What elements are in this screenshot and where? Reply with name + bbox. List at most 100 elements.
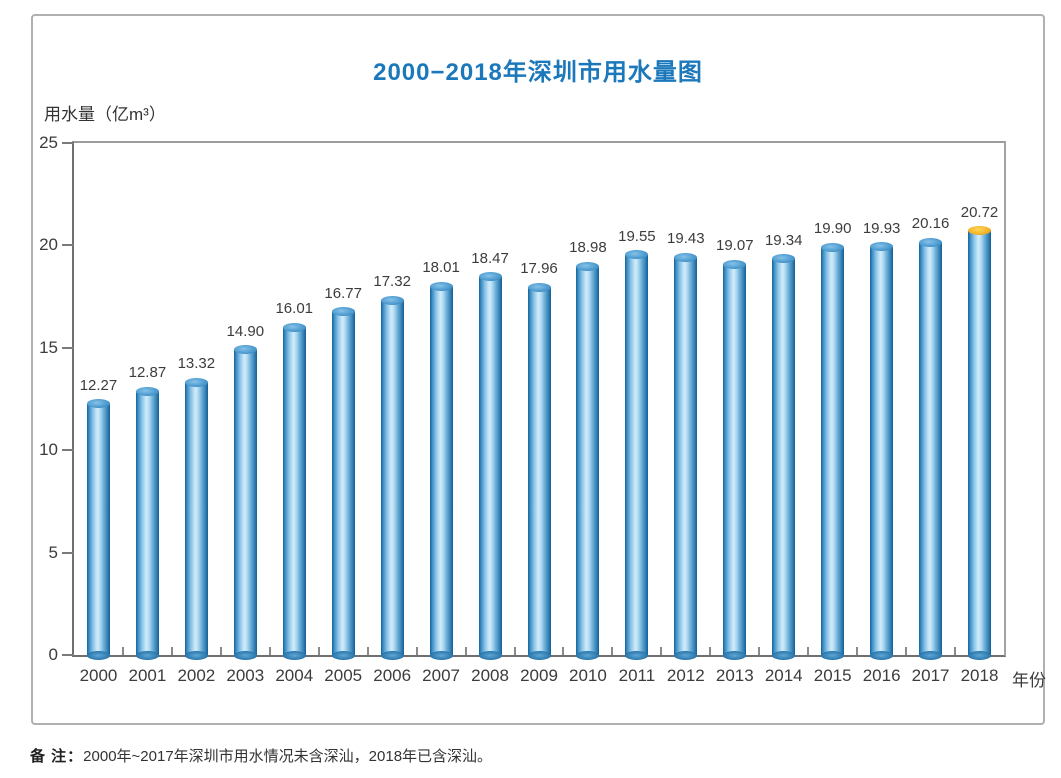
x-tick-label: 2000 — [79, 666, 118, 685]
y-axis-tick-label: 20 — [39, 235, 58, 255]
bar-bottom-cap — [233, 650, 257, 660]
bar-top-cap — [870, 242, 894, 252]
y-axis-tick — [62, 244, 74, 247]
bar-top-cap — [135, 386, 159, 396]
y-axis-tick — [62, 346, 74, 349]
x-tick-label: 2004 — [275, 666, 314, 685]
bar-value-label: 14.90 — [226, 322, 265, 340]
y-axis-tick — [62, 142, 74, 144]
y-axis-tick-label: 5 — [48, 542, 58, 562]
x-axis-tick — [170, 647, 173, 655]
bar-top-cap — [429, 281, 453, 291]
bar — [527, 287, 551, 655]
bar-value-label: 20.72 — [960, 203, 999, 221]
bar-bottom-cap — [772, 650, 796, 660]
bar-value-label: 19.07 — [716, 237, 754, 255]
bar-top-cap — [282, 322, 306, 332]
bar-bottom-cap — [184, 650, 208, 660]
bar — [282, 327, 306, 655]
x-axis-tick — [366, 647, 369, 655]
bar-bottom-cap — [625, 650, 649, 660]
x-axis-unit-label: 年份 — [1012, 671, 1046, 690]
bar-bottom-cap — [380, 650, 404, 660]
bar-value-label: 12.87 — [128, 364, 167, 382]
x-axis-tick — [758, 647, 761, 655]
bar-value-label: 16.01 — [275, 300, 314, 318]
bar-top-cap — [233, 345, 257, 355]
bar-bottom-cap — [282, 650, 306, 660]
x-tick-label: 2003 — [226, 666, 265, 685]
footnote-text: 2000年~2017年深圳市用水情况未含深汕，2018年已含深汕。 — [83, 748, 493, 765]
x-axis-tick — [611, 647, 614, 655]
bar-bottom-cap — [331, 650, 355, 660]
x-axis-tick — [807, 647, 810, 655]
x-tick-label: 2015 — [813, 666, 852, 685]
x-axis-tick — [709, 647, 712, 655]
bar-bottom-cap — [527, 650, 551, 660]
bar-top-cap — [331, 307, 355, 317]
bar — [919, 242, 943, 655]
bar — [380, 300, 404, 655]
x-tick-label: 2010 — [569, 666, 607, 685]
x-tick-label: 2011 — [618, 666, 656, 685]
bar-bottom-cap — [576, 650, 600, 660]
x-axis-tick — [268, 647, 271, 655]
bar-bottom-cap — [478, 650, 502, 660]
bar — [870, 246, 894, 655]
x-tick-label: 2005 — [324, 666, 363, 685]
bar — [135, 391, 159, 655]
y-axis-tick-label: 10 — [39, 440, 58, 460]
bar — [86, 403, 110, 655]
bar-top-cap — [821, 242, 845, 252]
x-tick-label: 2014 — [764, 666, 803, 685]
y-axis-tick — [62, 551, 74, 554]
bar-value-label: 19.34 — [764, 231, 803, 249]
x-axis-tick — [317, 647, 320, 655]
bar-bottom-cap — [674, 650, 698, 660]
x-tick-label: 2007 — [422, 666, 460, 685]
footnote: 备 注：2000年~2017年深圳市用水情况未含深汕，2018年已含深汕。 — [30, 745, 492, 766]
bar-bottom-cap — [135, 650, 159, 660]
y-axis-tick — [62, 449, 74, 452]
bar — [576, 266, 600, 655]
bar-top-cap — [86, 399, 110, 409]
bar-value-label: 16.77 — [324, 284, 362, 302]
bar-bottom-cap — [968, 650, 992, 660]
bar-bottom-cap — [870, 650, 894, 660]
bar-top-cap — [184, 377, 208, 387]
bar-value-label: 17.96 — [520, 260, 558, 278]
x-tick-label: 2018 — [960, 666, 999, 685]
bar-value-label: 19.43 — [667, 230, 705, 248]
bar — [184, 382, 208, 655]
bar-bottom-cap — [723, 650, 747, 660]
bar-value-label: 17.32 — [373, 273, 411, 291]
x-axis-tick — [660, 647, 663, 655]
bar-value-label: 13.32 — [177, 355, 216, 373]
bar-bottom-cap — [429, 650, 453, 660]
bar-value-label: 19.93 — [862, 219, 901, 237]
bar-value-label: 19.55 — [618, 227, 656, 245]
bar-bottom-cap — [86, 650, 110, 660]
bar — [331, 311, 355, 655]
x-axis-tick — [513, 647, 516, 655]
x-axis-tick — [464, 647, 467, 655]
x-axis-tick — [856, 647, 859, 655]
y-axis-tick-label: 15 — [39, 337, 58, 357]
y-axis-unit-label: 用水量（亿m³） — [44, 105, 166, 124]
x-tick-label: 2017 — [911, 666, 950, 685]
x-tick-label: 2016 — [862, 666, 901, 685]
x-tick-label: 2001 — [128, 666, 167, 685]
bar-bottom-cap — [821, 650, 845, 660]
x-axis-tick — [954, 647, 957, 655]
bar-top-cap — [674, 252, 698, 262]
bar — [625, 254, 649, 655]
bar-value-label: 19.90 — [813, 220, 852, 238]
footnote-label: 备 注： — [30, 748, 84, 765]
x-axis-tick — [219, 647, 222, 655]
bar-top-cap — [723, 259, 747, 269]
x-axis-tick — [905, 647, 908, 655]
bar — [478, 276, 502, 655]
bar-value-label: 12.27 — [79, 376, 118, 394]
bar — [821, 247, 845, 655]
x-tick-label: 2008 — [471, 666, 509, 685]
